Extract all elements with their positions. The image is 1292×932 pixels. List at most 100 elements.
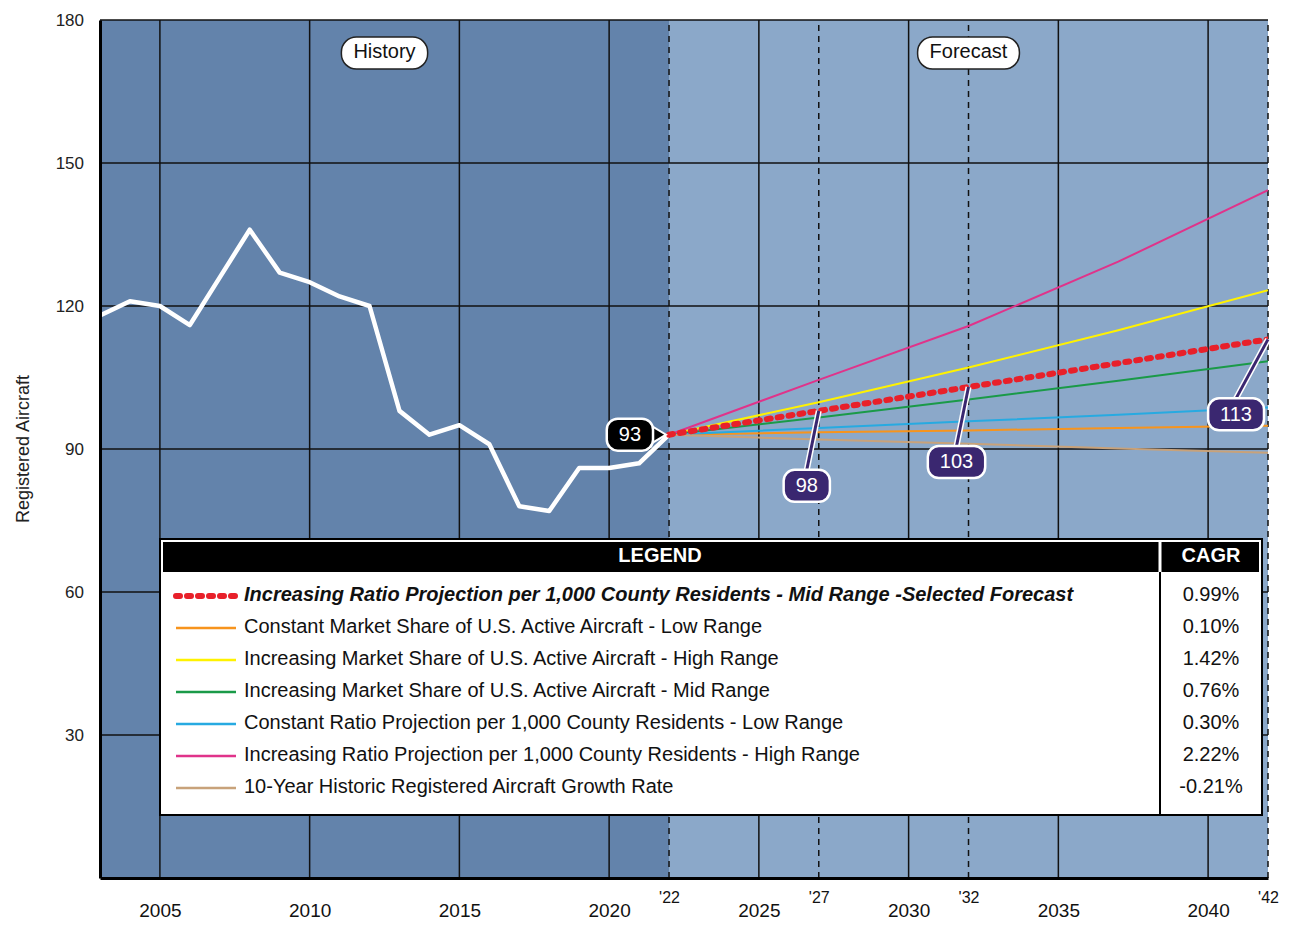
x-tick-label: '22: [659, 889, 680, 906]
x-tick: 2040: [1187, 878, 1229, 921]
y-tick-label: 60: [65, 583, 84, 602]
legend-label: Constant Market Share of U.S. Active Air…: [244, 615, 762, 637]
x-tick: 2010: [289, 878, 331, 921]
x-tick: '42: [1258, 878, 1279, 906]
callout-leader-outline: [807, 411, 819, 470]
x-tick: '27: [809, 878, 830, 906]
legend-label: Increasing Market Share of U.S. Active A…: [244, 647, 779, 669]
annotation: Forecast: [918, 37, 1020, 69]
y-tick-label: 30: [65, 726, 84, 745]
legend-value: 0.76%: [1183, 679, 1240, 701]
x-tick: '22: [659, 878, 680, 906]
annotation-text: Forecast: [930, 40, 1008, 62]
callout-leader-outline: [1236, 339, 1268, 398]
callout-label: 113: [1220, 403, 1252, 425]
callout-leader-outline: [957, 387, 969, 446]
plot-area: [100, 190, 1268, 511]
legend: Increasing Ratio Projection per 1,000 Co…: [160, 539, 1262, 815]
x-tick: 2015: [439, 878, 481, 921]
y-axis: 30 60 90 120 150 180: [56, 11, 101, 879]
forecast-line: [669, 290, 1268, 434]
x-tick-label: 2035: [1038, 900, 1080, 921]
legend-box: [160, 539, 1262, 815]
x-tick: 2030: [888, 878, 930, 921]
x-axis: 2005 2010 2015 2020 '22 2025 '27 2030 '32 2035 204…: [101, 878, 1280, 921]
callout: 98: [784, 411, 830, 502]
legend-label: Constant Ratio Projection per 1,000 Coun…: [244, 711, 843, 733]
x-tick: 2020: [588, 878, 630, 921]
x-tick-label: '42: [1258, 889, 1279, 906]
x-tick-label: 2005: [139, 900, 181, 921]
callout-label: 98: [796, 474, 818, 496]
grid-line-y: [100, 305, 1268, 307]
y-tick: 150: [56, 154, 100, 173]
x-tick-label: '32: [959, 889, 980, 906]
y-tick: 180: [56, 11, 100, 30]
legend-title: LEGEND: [618, 544, 701, 566]
y-tick: 60: [65, 583, 100, 602]
legend-value: 0.10%: [1183, 615, 1240, 637]
x-tick-label: 2025: [738, 900, 780, 921]
callout-box: [607, 419, 653, 451]
legend-swatch: [176, 691, 236, 694]
callout: 93: [607, 419, 666, 451]
legend-swatch: [176, 627, 236, 630]
legend-swatch: [176, 787, 236, 790]
callout: 103: [928, 387, 985, 478]
legend-value: 0.99%: [1183, 583, 1240, 605]
y-tick: 90: [65, 440, 100, 459]
x-tick-label: 2030: [888, 900, 930, 921]
annotation-text: History: [353, 40, 415, 62]
y-axis-line: [99, 21, 102, 879]
callout-label: 103: [940, 450, 973, 472]
y-tick-label: 90: [65, 440, 84, 459]
plot-background: [100, 20, 1268, 878]
x-axis-line: [101, 877, 1269, 880]
callout-box: [784, 470, 830, 502]
history-line: [100, 230, 669, 511]
y-tick-label: 150: [56, 154, 84, 173]
grid: [100, 20, 1268, 878]
legend-swatch: [176, 755, 236, 758]
legend-header: [163, 542, 1259, 572]
legend-swatch: [176, 593, 236, 599]
legend-value: 0.30%: [1183, 711, 1240, 733]
y-tick: 120: [56, 297, 100, 316]
grid-line-x: [1267, 20, 1269, 878]
y-tick: 30: [65, 726, 100, 745]
y-tick-label: 120: [56, 297, 84, 316]
grid-line-y: [100, 162, 1268, 164]
callout-label: 93: [619, 423, 641, 445]
legend-label: Increasing Market Share of U.S. Active A…: [244, 679, 770, 701]
legend-value: 2.22%: [1183, 743, 1240, 765]
x-tick-label: 2020: [588, 900, 630, 921]
callout-leader: [1236, 339, 1268, 398]
y-axis-title: Registered Aircraft: [13, 375, 33, 523]
callout: 113: [1208, 339, 1268, 430]
callout-leader: [957, 387, 969, 446]
x-tick-label: 2015: [439, 900, 481, 921]
x-tick: 2025: [738, 878, 780, 921]
legend-value-title: CAGR: [1182, 544, 1241, 566]
x-tick-label: '27: [809, 889, 830, 906]
annotation-pill: [341, 37, 427, 69]
legend-label: 10-Year Historic Registered Aircraft Gro…: [244, 775, 673, 797]
x-tick-label: 2010: [289, 900, 331, 921]
legend-value: -0.21%: [1179, 775, 1243, 797]
annotation-pill: [918, 37, 1020, 69]
legend-swatch: [176, 723, 236, 726]
x-tick: 2035: [1038, 878, 1080, 921]
legend-label: Increasing Ratio Projection per 1,000 Co…: [244, 743, 860, 765]
grid-line-y: [100, 19, 1268, 21]
x-tick: 2005: [139, 878, 181, 921]
annotation: History: [341, 37, 427, 69]
legend-swatch: [176, 659, 236, 662]
callout-box: [928, 446, 985, 478]
legend-value: 1.42%: [1183, 647, 1240, 669]
x-tick: '32: [959, 878, 980, 906]
y-tick-label: 180: [56, 11, 84, 30]
callout-leader: [807, 411, 819, 470]
x-tick-label: 2040: [1187, 900, 1229, 921]
legend-divider: [1159, 572, 1161, 815]
legend-header-divider: [1159, 542, 1162, 572]
